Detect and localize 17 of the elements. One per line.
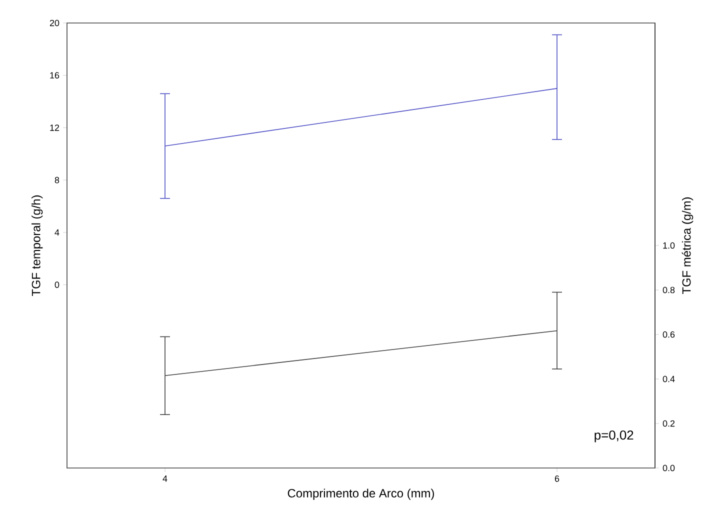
y2-tick-label: 0.8	[662, 286, 675, 294]
y-tick-label: 16	[50, 72, 60, 79]
y-tick-label: 0	[54, 282, 60, 288]
y-tick-label: 8	[54, 176, 60, 184]
y-tick-label: 4	[54, 229, 60, 236]
y2-tick-label: 0.2	[662, 420, 675, 427]
x-tick-label: 6	[554, 476, 560, 482]
y2-tick-label: 0.0	[662, 464, 675, 472]
y2-tick-label: 1.0	[663, 242, 675, 249]
x-axis-title: Comprimento de Arco (mm)	[288, 488, 434, 500]
y-tick-label: 20	[50, 20, 60, 26]
y-axis-title: TGF temporal (g/h)	[32, 195, 43, 296]
y2-axis-title: TGF métrica (g/m)	[682, 197, 694, 294]
y2-tick-label: 0.6	[662, 331, 675, 338]
y-tick-label: 12	[50, 124, 60, 131]
annotation: p=0,02	[594, 430, 634, 442]
y2-tick-label: 0.4	[662, 376, 675, 382]
